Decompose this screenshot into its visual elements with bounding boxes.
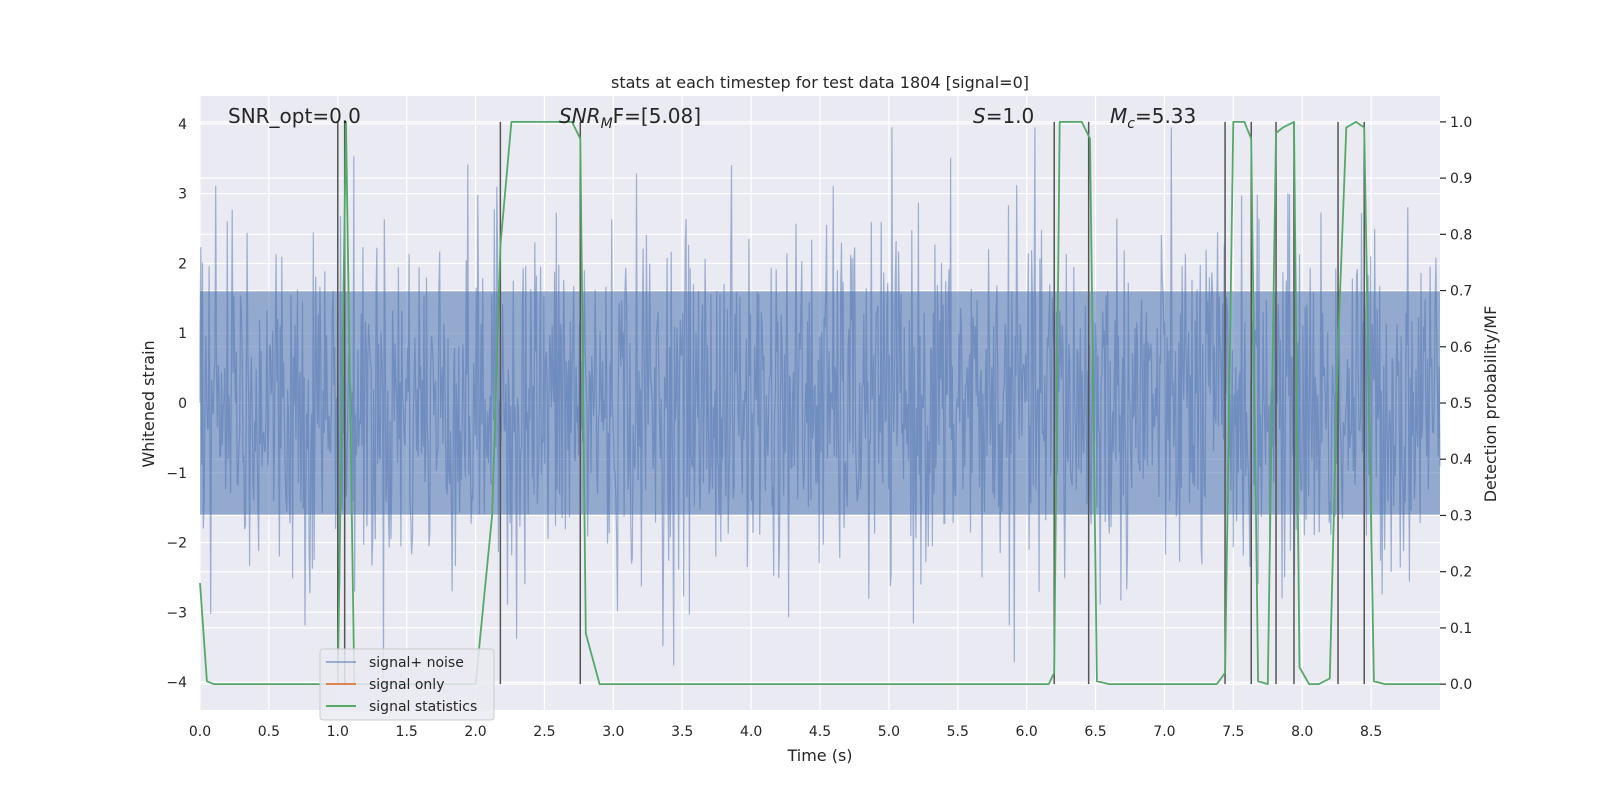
annotation-snr-mf-main: SNR: [559, 104, 601, 128]
annotation-s-tail: =1.0: [986, 104, 1035, 128]
x-tick-label: 2.5: [533, 724, 555, 740]
x-tick-label: 0.0: [189, 724, 211, 740]
signal-noise-line: [199, 127, 1441, 679]
y-axis-label: Whitened strain: [139, 340, 158, 467]
y-tick-label: 4: [178, 117, 187, 133]
y2-tick-label: 0.9: [1450, 171, 1472, 187]
x-tick-label: 3.0: [602, 724, 624, 740]
vertical-markers: [337, 121, 1365, 685]
x-tick-label: 7.5: [1222, 724, 1244, 740]
x-axis-label: Time (s): [786, 746, 852, 765]
y-tick-label: 1: [178, 326, 187, 342]
x-tick-label: 8.5: [1360, 724, 1382, 740]
y2-tick-label: 0.7: [1450, 284, 1472, 300]
y-tick-label: −2: [166, 536, 187, 552]
x-tick-label: 6.5: [1084, 724, 1106, 740]
y2-tick-label: 0.6: [1450, 340, 1472, 356]
y-tick-label: −4: [166, 675, 187, 691]
y-tick-label: −1: [166, 466, 187, 482]
legend-label-signal-only: signal only: [369, 677, 444, 693]
annotation-mc: Mc=5.33: [1110, 104, 1196, 132]
y-tick-label: −3: [166, 605, 187, 621]
x-tick-label: 1.0: [327, 724, 349, 740]
legend-box: [319, 648, 495, 721]
legend-label-signal-statistics: signal statistics: [369, 699, 477, 715]
annotation-snr-opt: SNR_opt=0.0: [228, 104, 361, 128]
x-tick-label: 5.5: [947, 724, 969, 740]
y2-tick-label: 1.0: [1450, 115, 1472, 131]
annotation-s-main: S: [973, 104, 986, 128]
chart-title: stats at each timestep for test data 180…: [611, 73, 1029, 92]
annotation-mc-sub: c: [1127, 116, 1135, 132]
x-tick-label: 0.5: [258, 724, 280, 740]
noise-series: [199, 127, 1441, 679]
annotation-snr-mf: SNRMF=[5.08]: [559, 104, 701, 132]
legend-label-signal-noise: signal+ noise: [369, 655, 464, 671]
annotation-snr-mf-sub: M: [601, 116, 613, 132]
x-tick-label: 7.0: [1153, 724, 1175, 740]
x-tick-label: 1.5: [396, 724, 418, 740]
x-tick-label: 4.5: [809, 724, 831, 740]
y2-tick-label: 0.0: [1450, 677, 1472, 693]
y2-tick-label: 0.8: [1450, 227, 1472, 243]
y2-tick-label: 0.3: [1450, 508, 1472, 524]
legend: signal+ noise signal only signal statist…: [319, 648, 495, 721]
y-tick-label: 0: [178, 396, 187, 412]
y-tick-label: 3: [178, 187, 187, 203]
y2-tick-label: 0.4: [1450, 452, 1472, 468]
x-tick-label: 3.5: [671, 724, 693, 740]
y2-axis-label: Detection probability/MF: [1481, 306, 1500, 503]
y2-tick-label: 0.1: [1450, 621, 1472, 637]
annotation-mc-main: M: [1110, 104, 1127, 128]
y-tick-label: 2: [178, 256, 187, 272]
x-tick-label: 4.0: [740, 724, 762, 740]
annotation-s: S=1.0: [973, 104, 1034, 128]
annotation-mc-tail: =5.33: [1135, 104, 1196, 128]
x-tick-label: 6.0: [1016, 724, 1038, 740]
annotation-snr-mf-tail: F=[5.08]: [613, 104, 701, 128]
x-tick-label: 5.0: [878, 724, 900, 740]
x-tick-label: 2.0: [464, 724, 486, 740]
y2-tick-label: 0.5: [1450, 396, 1472, 412]
tick-labels: 0.0 0.5 1.0 1.5 2.0 2.5 3.0 3.5 4.0 4.5 5.0 5.5 6.0 6…: [166, 115, 1472, 740]
y2-tick-label: 0.2: [1450, 565, 1472, 581]
x-tick-label: 8.0: [1291, 724, 1313, 740]
